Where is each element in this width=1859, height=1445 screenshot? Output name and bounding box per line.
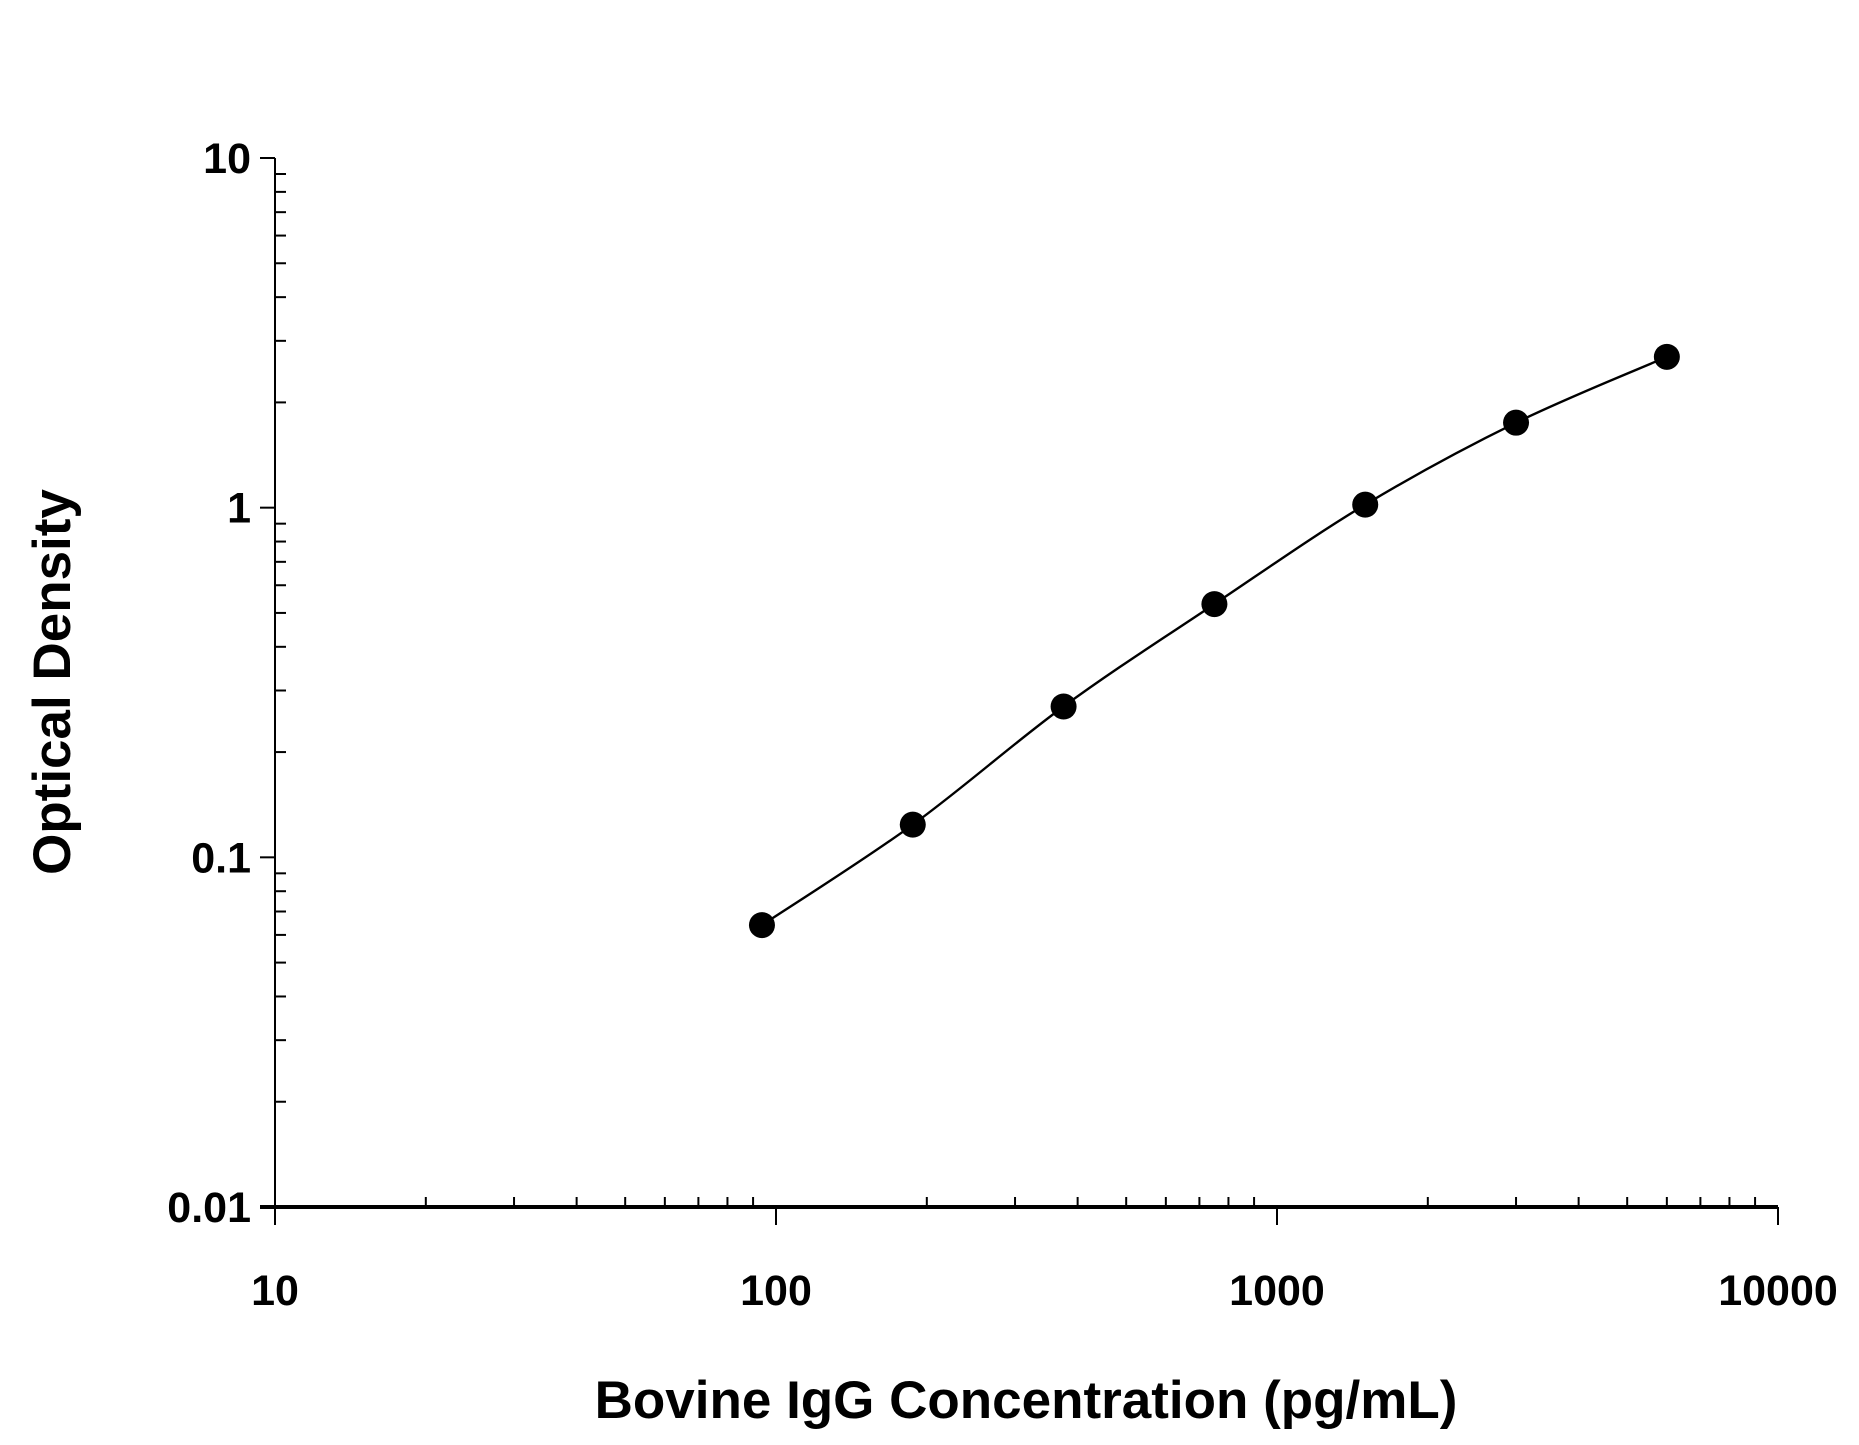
x-tick-label: 10 (251, 1267, 299, 1315)
y-tick-label: 0.1 (191, 834, 251, 882)
tick-labels: 10 100 1000 10000 0.01 0.1 1 10 (167, 135, 1837, 1315)
data-point (1503, 409, 1530, 436)
x-tick-label: 100 (740, 1267, 812, 1315)
data-point (899, 811, 926, 838)
data-point (1201, 591, 1228, 618)
y-tick-label: 1 (227, 485, 251, 533)
data-point (1653, 343, 1680, 370)
x-tick-label: 1000 (1229, 1267, 1325, 1315)
data-point (1050, 693, 1077, 720)
data-point (748, 912, 775, 939)
y-tick-label: 10 (203, 135, 251, 183)
data-points (748, 343, 1680, 939)
fitted-curve (761, 355, 1668, 927)
x-tick-label: 10000 (1718, 1267, 1838, 1315)
y-axis-label: Optical Density (23, 489, 82, 875)
x-axis-label: Bovine IgG Concentration (pg/mL) (595, 1371, 1458, 1430)
axes (260, 157, 1779, 1225)
data-point (1352, 491, 1379, 518)
y-tick-label: 0.01 (167, 1184, 251, 1232)
